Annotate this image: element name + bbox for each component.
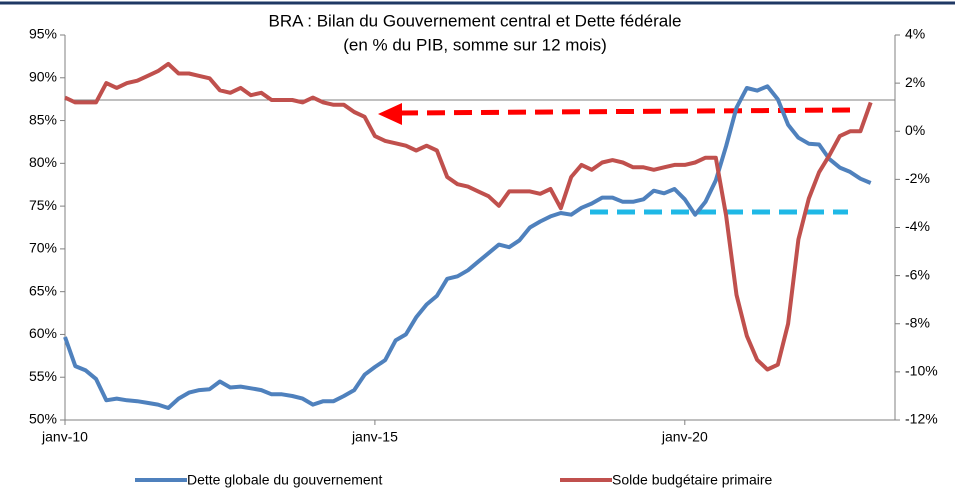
y2-tick-label: -12% xyxy=(905,411,938,427)
y2-tick-label: -8% xyxy=(905,314,930,330)
y-tick-label: 80% xyxy=(29,154,57,170)
y-tick-label: 55% xyxy=(29,368,57,384)
y2-tick-label: 2% xyxy=(905,74,925,90)
y2-tick-label: -6% xyxy=(905,266,930,282)
legend-label: Dette globale du gouvernement xyxy=(187,472,382,488)
x-tick-label: janv-10 xyxy=(41,429,88,445)
y-tick-label: 90% xyxy=(29,68,57,84)
x-tick-label: janv-20 xyxy=(661,429,708,445)
y-tick-label: 85% xyxy=(29,111,57,127)
y-tick-label: 95% xyxy=(29,26,57,42)
series-line xyxy=(63,84,872,410)
y2-tick-label: -4% xyxy=(905,218,930,234)
series-line xyxy=(64,61,873,372)
y-tick-label: 50% xyxy=(29,411,57,427)
y2-tick-label: 0% xyxy=(905,122,925,138)
x-tick-label: janv-15 xyxy=(351,429,398,445)
y2-tick-label: -2% xyxy=(905,170,930,186)
red-arrowhead xyxy=(378,103,402,125)
y2-tick-label: -10% xyxy=(905,363,938,379)
y2-tick-label: 4% xyxy=(905,26,925,42)
y-tick-label: 60% xyxy=(29,325,57,341)
legend-label: Solde budgétaire primaire xyxy=(612,472,773,488)
y-tick-label: 75% xyxy=(29,197,57,213)
y-tick-label: 65% xyxy=(29,282,57,298)
annotations xyxy=(378,103,851,215)
y-tick-label: 70% xyxy=(29,240,57,256)
red-arrow xyxy=(399,107,851,116)
chart-title: BRA : Bilan du Gouvernement central et D… xyxy=(269,11,682,30)
chart-subtitle: (en % du PIB, somme sur 12 mois) xyxy=(343,35,607,54)
